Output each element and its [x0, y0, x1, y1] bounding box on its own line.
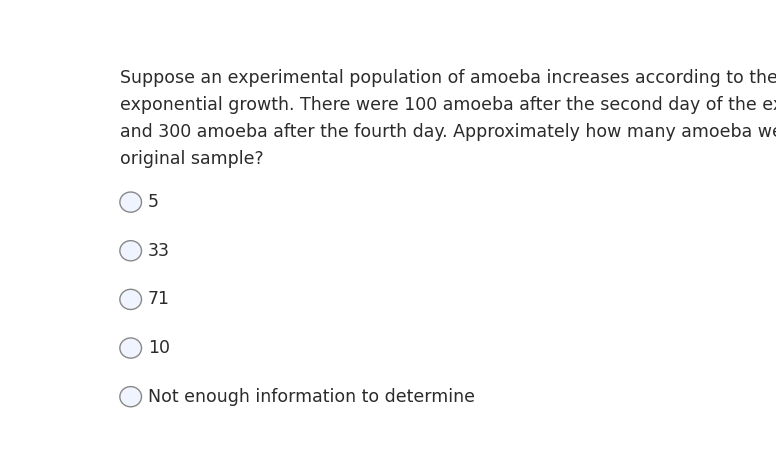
Text: 33: 33 [148, 242, 170, 260]
Text: Suppose an experimental population of amoeba increases according to the law of
e: Suppose an experimental population of am… [120, 69, 776, 168]
Ellipse shape [120, 338, 141, 358]
Text: Not enough information to determine: Not enough information to determine [148, 388, 475, 406]
Ellipse shape [120, 289, 141, 309]
Text: 71: 71 [148, 291, 170, 308]
Text: 5: 5 [148, 193, 159, 211]
Ellipse shape [120, 241, 141, 261]
Ellipse shape [120, 192, 141, 212]
Text: 10: 10 [148, 339, 170, 357]
Ellipse shape [120, 387, 141, 407]
